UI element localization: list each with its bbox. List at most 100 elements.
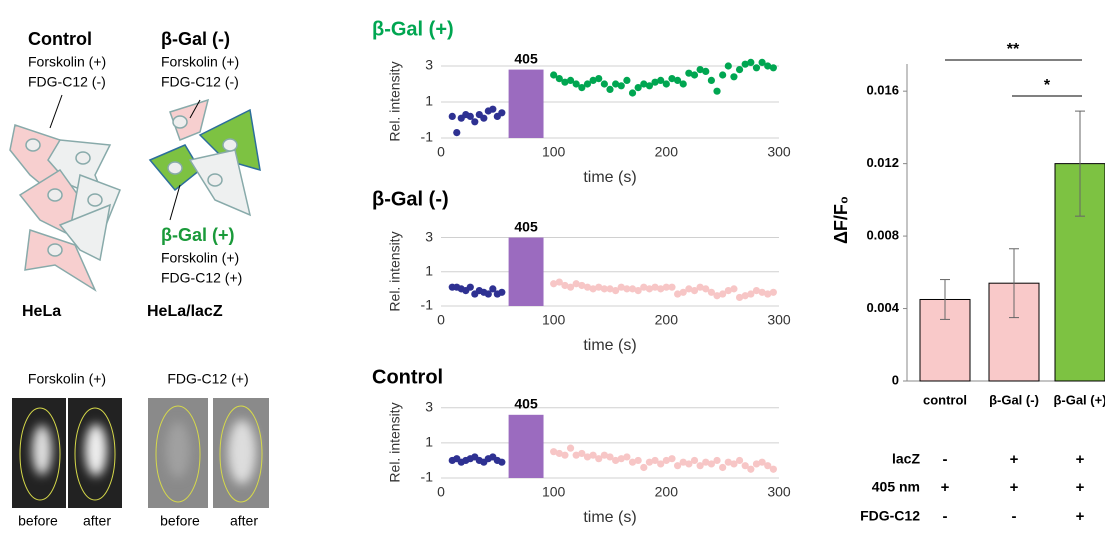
data-point xyxy=(617,455,625,463)
data-point xyxy=(466,112,474,120)
data-point xyxy=(651,283,659,291)
data-point xyxy=(741,60,749,68)
data-point xyxy=(696,66,704,74)
data-point xyxy=(679,288,687,296)
condition-mark: + xyxy=(1076,451,1085,468)
condition-mark: + xyxy=(1076,479,1085,496)
arrow xyxy=(189,99,201,119)
data-point xyxy=(550,280,558,288)
data-point xyxy=(640,463,648,472)
data-point xyxy=(453,129,461,137)
data-point xyxy=(651,456,659,465)
data-point xyxy=(628,458,637,466)
data-point xyxy=(764,462,772,470)
data-point xyxy=(657,76,665,84)
stimulus-band xyxy=(508,237,544,306)
data-point xyxy=(628,89,637,97)
data-point xyxy=(747,465,755,473)
x-tick-label: 100 xyxy=(542,144,566,160)
label-title: β-Gal (-) xyxy=(161,29,230,49)
data-point xyxy=(674,462,682,470)
data-point xyxy=(719,463,727,472)
data-point xyxy=(578,281,586,290)
condition-label: lacZ xyxy=(892,451,920,467)
label: FDG-C12 (+) xyxy=(161,270,242,286)
data-point xyxy=(583,453,592,461)
image-label: before xyxy=(18,513,58,529)
x-tick-label: 100 xyxy=(542,312,566,328)
significance-label: * xyxy=(1044,77,1051,94)
data-point xyxy=(662,456,670,465)
data-point xyxy=(550,448,558,456)
data-point xyxy=(489,105,497,113)
data-point xyxy=(702,67,710,75)
data-point xyxy=(645,82,654,90)
data-point xyxy=(448,112,456,120)
data-point xyxy=(730,285,738,293)
y-tick-label: 0.016 xyxy=(866,83,899,98)
data-point xyxy=(498,109,506,117)
data-point xyxy=(713,87,721,95)
data-point xyxy=(595,283,603,291)
data-point xyxy=(707,460,716,468)
condition-mark: + xyxy=(1076,508,1085,525)
x-axis-label: time (s) xyxy=(583,509,636,526)
x-tick-label: 300 xyxy=(767,144,791,160)
x-tick-label: 300 xyxy=(767,484,791,500)
data-point xyxy=(578,449,586,458)
y-tick-label: 0.012 xyxy=(866,155,899,170)
data-point xyxy=(489,285,497,293)
data-point xyxy=(758,288,766,296)
label: Forskolin (+) xyxy=(28,54,106,70)
stimulus-label: 405 xyxy=(514,396,538,412)
data-point xyxy=(690,287,699,295)
stimulus-band xyxy=(508,69,544,138)
data-point xyxy=(561,78,569,86)
data-point xyxy=(679,458,687,466)
chart-title: Control xyxy=(372,366,443,388)
data-point xyxy=(640,80,648,88)
data-point xyxy=(623,285,631,293)
data-point xyxy=(769,64,777,72)
y-axis-label: Rel. intensity xyxy=(387,231,403,311)
data-point xyxy=(702,285,710,293)
data-point xyxy=(612,287,620,295)
y-tick-label: 1 xyxy=(425,434,433,450)
data-point xyxy=(685,285,693,293)
data-point xyxy=(566,76,575,84)
data-point xyxy=(769,288,777,296)
data-point xyxy=(583,283,592,291)
data-point xyxy=(752,287,761,295)
x-tick-label: 200 xyxy=(655,484,679,500)
stimulus-band xyxy=(508,414,544,478)
label: FDG-C12 (-) xyxy=(28,74,106,90)
data-point xyxy=(747,290,755,298)
y-tick-label: 3 xyxy=(425,228,433,244)
data-point xyxy=(471,118,479,126)
data-point xyxy=(498,458,506,466)
x-tick-label: β-Gal (-) xyxy=(989,392,1039,407)
data-point xyxy=(674,290,682,298)
image-label: after xyxy=(83,513,111,529)
data-point xyxy=(600,451,608,459)
data-point xyxy=(657,285,665,293)
stimulus-label: 405 xyxy=(514,218,538,234)
data-point xyxy=(730,460,738,468)
data-point xyxy=(668,283,676,291)
condition-mark: - xyxy=(943,451,948,468)
x-axis-label: time (s) xyxy=(583,169,636,186)
data-point xyxy=(628,285,637,293)
cell-line: HeLa/lacZ xyxy=(147,303,223,320)
data-point xyxy=(758,458,766,466)
label-title: Control xyxy=(28,29,92,49)
data-point xyxy=(634,456,642,465)
data-point xyxy=(668,75,676,83)
data-point xyxy=(566,444,575,452)
x-tick-label: β-Gal (+) xyxy=(1053,392,1105,407)
data-point xyxy=(589,451,597,459)
data-point xyxy=(640,283,648,291)
data-point xyxy=(662,283,670,291)
data-point xyxy=(724,287,732,295)
x-tick-label: 200 xyxy=(655,144,679,160)
y-tick-label: 0.008 xyxy=(866,228,899,243)
